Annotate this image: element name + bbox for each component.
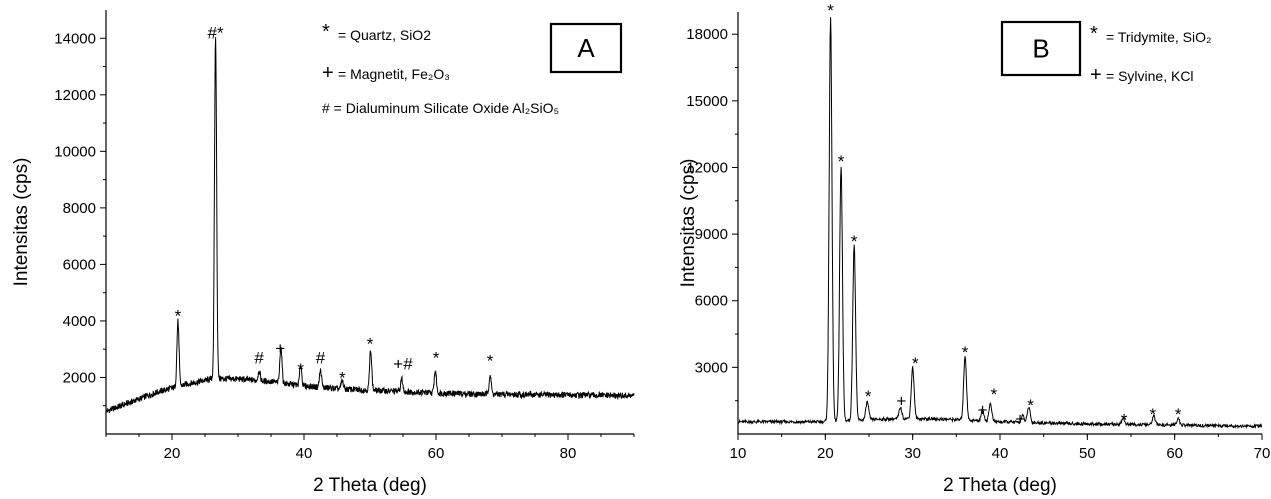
xrd-trace-line xyxy=(105,37,635,414)
x-tick-label: 20 xyxy=(817,445,834,462)
legend-label: = Sylvine, KCl xyxy=(1106,68,1194,84)
peak-marker: * xyxy=(1121,411,1128,430)
x-tick-label: 60 xyxy=(428,445,445,462)
peak-marker: * xyxy=(1175,405,1182,424)
x-tick-label: 40 xyxy=(992,445,1009,462)
x-tick-label: 80 xyxy=(560,445,577,462)
y-tick-label: 6000 xyxy=(695,293,728,310)
y-axis-title: Intensitas (cps) xyxy=(678,159,699,288)
y-tick-label: 9000 xyxy=(695,226,728,243)
x-tick-label: 20 xyxy=(164,445,181,462)
y-tick-label: 3000 xyxy=(695,359,728,376)
peak-marker: * xyxy=(367,335,374,354)
peak-marker: * xyxy=(1027,396,1034,415)
x-axis-title: 2 Theta (deg) xyxy=(313,475,427,496)
y-tick-label: 2000 xyxy=(63,369,96,386)
peak-marker: * xyxy=(912,354,919,373)
legend-symbol: * xyxy=(1090,23,1098,45)
y-tick-label: 18000 xyxy=(686,26,728,43)
peak-marker: #* xyxy=(208,24,224,43)
peak-marker: * xyxy=(297,360,304,379)
x-tick-label: 50 xyxy=(1079,445,1096,462)
peak-marker: +# xyxy=(393,354,413,373)
legend-symbol: * xyxy=(322,21,330,43)
peak-marker: * xyxy=(851,232,858,251)
peak-marker: * xyxy=(827,1,834,20)
y-axis-title: Intensitas (cps) xyxy=(11,158,32,287)
y-tick-label: 8000 xyxy=(63,200,96,217)
y-tick-label: 15000 xyxy=(686,93,728,110)
peak-marker: + xyxy=(1015,409,1025,428)
peak-marker: + xyxy=(896,392,906,411)
peak-marker: * xyxy=(962,343,969,362)
y-tick-label: 14000 xyxy=(54,30,96,47)
peak-marker: * xyxy=(339,368,346,387)
peak-marker: * xyxy=(1150,405,1157,424)
legend-symbol: + xyxy=(1090,64,1102,86)
xrd-trace-line xyxy=(737,17,1263,430)
y-tick-label: 4000 xyxy=(63,313,96,330)
x-axis-title: 2 Theta (deg) xyxy=(943,475,1057,496)
panel-label-box xyxy=(1000,20,1082,77)
y-tick-label: 10000 xyxy=(54,143,96,160)
legend-label: # = Dialuminum Silicate Oxide Al₂SiO₅ xyxy=(322,100,559,116)
panel-label: B xyxy=(1032,34,1049,64)
peak-marker: * xyxy=(175,306,182,325)
legend-label: = Quartz, SiO2 xyxy=(338,27,431,43)
peak-marker: * xyxy=(838,152,845,171)
peak-marker: * xyxy=(433,349,440,368)
x-tick-label: 60 xyxy=(1166,445,1183,462)
chart-panel-a: 20 40 60 80 2000 4000 6000 8000 10000 12000 14000 2… xyxy=(11,10,635,496)
panel-label: A xyxy=(577,33,595,63)
x-tick-label: 70 xyxy=(1254,445,1271,462)
x-tick-label: 30 xyxy=(904,445,921,462)
peak-marker: # xyxy=(316,349,326,368)
peak-marker: * xyxy=(865,387,872,406)
y-tick-label: 6000 xyxy=(63,256,96,273)
legend-label: = Tridymite, SiO₂ xyxy=(1106,29,1211,45)
y-tick-label: 12000 xyxy=(686,159,728,176)
x-tick-label: 40 xyxy=(296,445,313,462)
legend-symbol: + xyxy=(322,62,334,84)
peak-marker: + xyxy=(275,339,285,358)
peak-marker: + xyxy=(978,401,988,420)
peak-marker: * xyxy=(487,352,494,371)
peak-marker: # xyxy=(254,349,264,368)
chart-panel-b: 10 20 30 40 50 60 70 3000 6000 9000 12000 15000 1800… xyxy=(678,1,1270,496)
panel-label-box xyxy=(549,22,623,74)
peak-marker: * xyxy=(991,385,998,404)
y-tick-label: 12000 xyxy=(54,87,96,104)
x-tick-label: 10 xyxy=(730,445,747,462)
legend-label: = Magnetit, Fe₂O₃ xyxy=(338,66,450,82)
